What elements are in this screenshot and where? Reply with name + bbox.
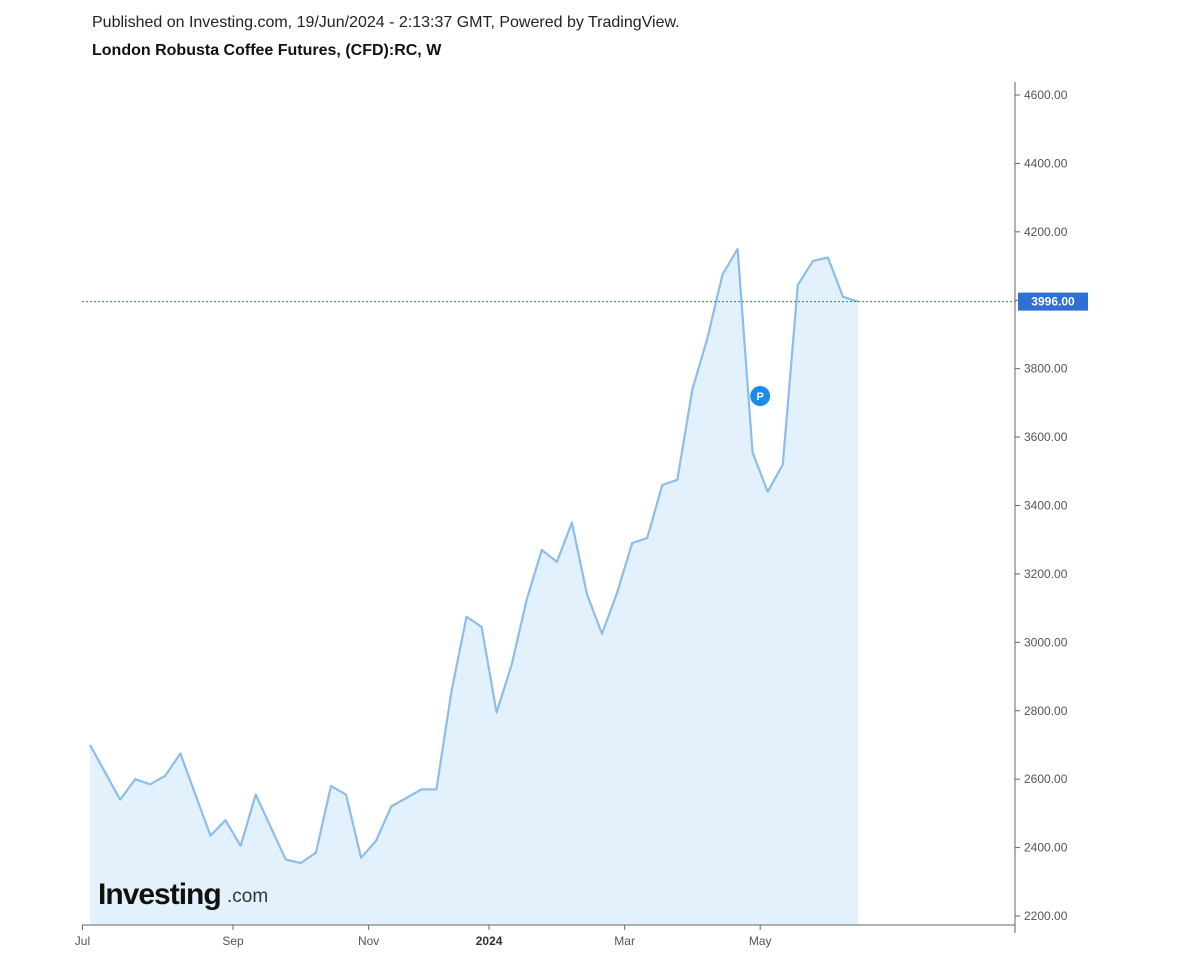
- x-tick-label: May: [749, 934, 772, 948]
- published-info: Published on Investing.com, 19/Jun/2024 …: [92, 14, 680, 31]
- x-tick-label: Mar: [614, 934, 635, 948]
- y-tick-label: 2400.00: [1024, 841, 1068, 855]
- y-tick-label: 4600.00: [1024, 88, 1068, 102]
- y-tick-label: 3800.00: [1024, 362, 1068, 376]
- y-tick-label: 3000.00: [1024, 635, 1068, 649]
- y-tick-label: 3400.00: [1024, 499, 1068, 513]
- investing-logo: Investing .com: [98, 878, 268, 911]
- y-tick-label: 3600.00: [1024, 430, 1068, 444]
- x-tick-label: Nov: [358, 934, 379, 948]
- axes-layer: 4600.004400.004200.004000.003800.003600.…: [75, 82, 1068, 948]
- price-series-line: [89, 247, 859, 865]
- y-tick-label: 2200.00: [1024, 909, 1068, 923]
- x-tick-label: Jul: [75, 934, 90, 948]
- event-marker-label: P: [756, 391, 763, 403]
- last-price-tag: [1018, 292, 1088, 311]
- marks-layer: 3996.00 P: [82, 292, 1088, 407]
- chart-title: London Robusta Coffee Futures, (CFD):RC,…: [92, 42, 442, 59]
- logo-sub-text: .com: [227, 886, 268, 907]
- x-tick-label: 2024: [476, 934, 503, 948]
- x-tick-label: Sep: [222, 934, 244, 948]
- price-area-fill: [90, 248, 859, 925]
- logo-main-text: Investing: [98, 878, 221, 911]
- y-tick-label: 2600.00: [1024, 772, 1068, 786]
- chart-header: Published on Investing.com, 19/Jun/2024 …: [92, 14, 680, 60]
- y-tick-label: 2800.00: [1024, 704, 1068, 718]
- y-tick-label: 4200.00: [1024, 225, 1068, 239]
- y-tick-label: 4400.00: [1024, 156, 1068, 170]
- last-price-label: 3996.00: [1031, 295, 1075, 309]
- y-tick-label: 3200.00: [1024, 567, 1068, 581]
- area-layer: [89, 247, 859, 925]
- event-marker[interactable]: [750, 386, 771, 407]
